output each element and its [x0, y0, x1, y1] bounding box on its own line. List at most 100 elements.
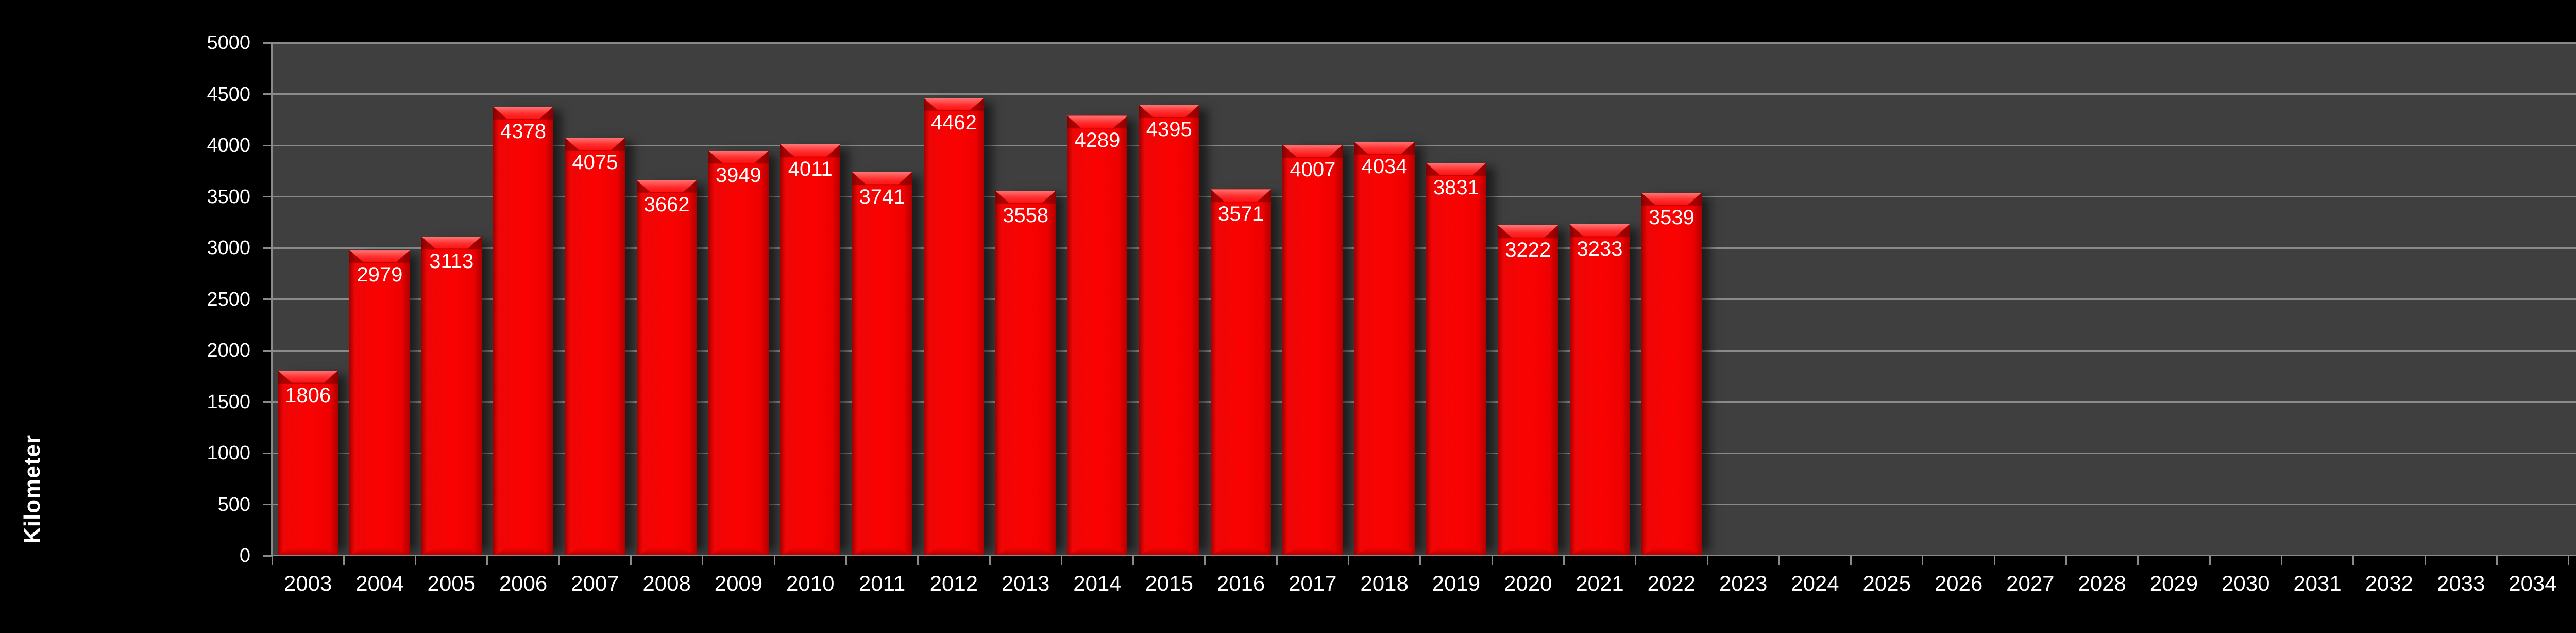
x-axis-tick: [989, 556, 991, 565]
x-axis-tick-label: 2007: [571, 571, 619, 595]
x-axis-tick-label: 2025: [1862, 571, 1911, 595]
y-axis-tick: [263, 452, 272, 454]
x-axis-tick: [2352, 556, 2354, 565]
bar-2011: 3741: [852, 172, 912, 556]
y-axis-tick-label: 1500: [207, 391, 250, 413]
bar-value-label: 3949: [715, 164, 761, 187]
y-axis-tick-label: 2000: [207, 340, 250, 361]
x-axis-tick-label: 2016: [1216, 571, 1265, 595]
x-axis-tick: [2137, 556, 2139, 565]
bar-value-label: 3233: [1577, 237, 1623, 260]
gridline: [272, 504, 2576, 505]
x-axis-tick-label: 2035: [2569, 571, 2576, 596]
x-axis-tick: [1491, 556, 1493, 565]
x-axis-tick: [917, 556, 919, 565]
x-axis-tick: [1060, 556, 1062, 565]
x-axis-line: [272, 555, 2576, 556]
x-axis-tick-label: 2024: [1791, 571, 1839, 595]
bar-value-label: 3539: [1648, 206, 1694, 229]
x-axis-tick: [630, 556, 632, 565]
y-axis-tick-label: 4500: [207, 83, 250, 105]
y-axis-tick: [263, 93, 272, 95]
bar-2014: 4289: [1067, 115, 1128, 556]
bar-value-label: 3741: [859, 185, 905, 208]
x-axis-tick: [1276, 556, 1278, 565]
x-axis-tick-label: 2020: [1504, 571, 1552, 595]
y-axis-tick: [263, 349, 272, 352]
x-axis-tick-label: 2003: [283, 571, 332, 595]
bar-2008: 3662: [636, 180, 697, 556]
x-axis-tick: [2209, 556, 2211, 565]
x-axis-tick: [2424, 556, 2426, 565]
x-axis-tick-label: 2022: [1647, 571, 1696, 595]
bar-2020: 3222: [1498, 225, 1558, 556]
x-axis-tick: [1706, 556, 1708, 565]
bar-2007: 4075: [565, 138, 625, 556]
x-axis-tick-label: 2010: [786, 571, 835, 595]
y-axis-tick: [263, 42, 272, 44]
x-axis-tick: [2280, 556, 2282, 565]
x-axis-tick-label: 2027: [2006, 571, 2055, 595]
x-axis-tick: [271, 556, 273, 565]
gridline: [272, 42, 2576, 44]
x-axis-tick-label: 2021: [1575, 571, 1624, 595]
x-axis-tick-label: 2004: [355, 571, 404, 595]
x-axis-tick: [1993, 556, 1995, 565]
y-axis-tick-label: 1000: [207, 442, 250, 464]
x-axis-tick-label: 2029: [2149, 571, 2198, 595]
y-axis-tick-label: 3500: [207, 186, 250, 208]
gridline: [272, 196, 2576, 197]
gridline: [272, 452, 2576, 454]
y-axis-tick-label: 500: [217, 493, 250, 515]
bar-2004: 2979: [349, 250, 410, 556]
x-axis-tick-label: 2026: [1934, 571, 1983, 595]
x-axis-tick-label: 2032: [2365, 571, 2414, 595]
x-axis-tick: [2496, 556, 2498, 565]
x-axis-tick: [1132, 556, 1134, 565]
x-axis-tick-label: 2013: [1001, 571, 1050, 595]
x-axis-tick: [1778, 556, 1780, 565]
x-axis-tick: [343, 556, 345, 565]
bar-value-label: 4378: [500, 120, 547, 143]
x-axis-tick: [1348, 556, 1349, 565]
gridline: [272, 298, 2576, 300]
bar-2013: 3558: [995, 190, 1056, 556]
bar-2018: 4034: [1354, 142, 1415, 556]
x-axis-tick: [1635, 556, 1637, 565]
bar-2003: 1806: [278, 370, 338, 556]
x-axis-tick-label: 2015: [1145, 571, 1193, 595]
x-axis-tick: [2568, 556, 2570, 565]
bar-value-label: 4011: [788, 157, 833, 180]
bar-value-label: 3558: [1003, 204, 1049, 227]
x-axis-tick-label: 2033: [2436, 571, 2485, 595]
x-axis-tick-label: 2014: [1073, 571, 1122, 595]
y-axis-tick-label: 0: [239, 545, 250, 567]
bar-value-label: 4075: [572, 151, 618, 174]
y-axis-tick: [263, 298, 272, 300]
x-axis-tick-label: 2034: [2509, 571, 2557, 595]
x-axis-tick-label: 2017: [1289, 571, 1337, 595]
bar-value-label: 3831: [1433, 176, 1479, 199]
y-axis-title: Kilometer: [20, 435, 45, 544]
x-axis-tick-label: 2008: [642, 571, 691, 595]
bar-2012: 4462: [923, 98, 984, 556]
bar-value-label: 2979: [357, 263, 403, 287]
gridline: [272, 247, 2576, 249]
x-axis-tick-label: 2031: [2293, 571, 2342, 595]
y-axis-tick: [263, 504, 272, 505]
x-axis-tick-label: 2011: [858, 571, 906, 595]
bar-value-label: 3113: [429, 249, 474, 273]
y-axis-line: [271, 43, 273, 556]
y-axis-tick: [263, 401, 272, 403]
x-axis-tick: [702, 556, 704, 565]
bar-value-label: 3571: [1218, 203, 1264, 226]
gridline: [272, 401, 2576, 403]
x-axis-tick-label: 2028: [2078, 571, 2126, 595]
x-axis-tick: [1850, 556, 1852, 565]
bar-2022: 3539: [1641, 192, 1702, 556]
x-axis-tick: [1922, 556, 1924, 565]
bar-2016: 3571: [1211, 189, 1272, 556]
y-axis-tick-label: 4000: [207, 135, 250, 156]
bar-2019: 3831: [1426, 162, 1486, 556]
x-axis-tick: [773, 556, 775, 565]
